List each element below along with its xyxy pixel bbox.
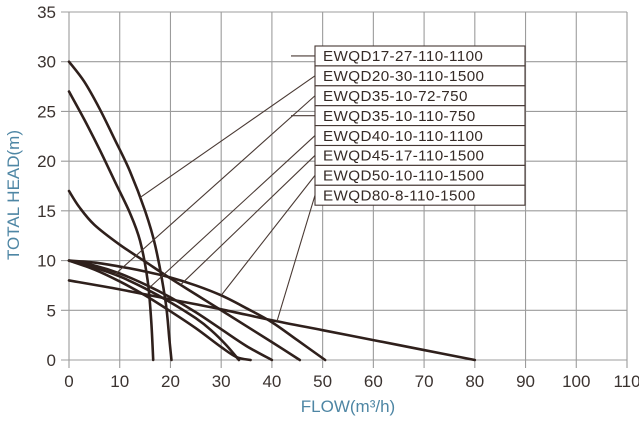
legend-row: EWQD45-17-110-1500 [314,144,526,166]
y-tick-label: 25 [37,102,56,121]
legend-row-label: EWQD17-27-110-1100 [323,48,483,65]
legend-row-box [314,184,526,206]
curve-EWQD45-17-110-1500 [67,189,302,362]
x-tick-label: 80 [465,372,484,391]
x-tick-label: 100 [562,372,590,391]
x-tick-label: 90 [516,372,535,391]
legend-row-label: EWQD35-10-72-750 [323,88,468,105]
legend-row: EWQD50-10-110-1500 [314,164,526,186]
y-tick-label: 0 [47,351,56,370]
leader-line-EWQD20-30-110-1500 [139,75,316,199]
x-tick-label: 20 [161,372,180,391]
legend-row-label: EWQD50-10-110-1500 [323,168,484,185]
x-tick-label: 30 [212,372,231,391]
x-tick-label: 10 [110,372,129,391]
y-axis-title: TOTAL HEAD(m) [4,130,23,260]
x-tick-label: 60 [364,372,383,391]
curve-EWQD17-27-110-1100 [67,90,155,362]
y-tick-label: 5 [47,301,56,320]
pump-curves [67,60,477,362]
y-tick-label: 15 [37,202,56,221]
legend-row-label: EWQD35-10-110-750 [323,108,476,125]
axis-tick-labels: 0 10 20 30 40 50 60 70 80 90 100 110 0 5 10 15 20 25 30 35 [37,3,639,391]
legend-row: EWQD20-30-110-1500 [314,65,526,87]
curve-EWQD40-10-110-1100 [67,259,274,362]
leader-line-EWQD35-10-72-750 [114,95,316,276]
leader-line-EWQD80-8-110-1500 [276,195,316,322]
legend-leader-lines [114,55,316,322]
leader-line-EWQD40-10-110-1100 [149,135,316,288]
curve-EWQD80-8-110-1500 [67,279,477,362]
x-axis-title: FLOW(m³/h) [301,397,395,416]
x-tick-label: 40 [262,372,281,391]
legend-row-label: EWQD40-10-110-1100 [323,128,483,145]
leader-line-EWQD50-10-110-1500 [220,175,316,296]
y-tick-label: 10 [37,252,56,271]
legend-row: EWQD17-27-110-1100 [314,45,526,67]
x-tick-label: 110 [613,372,639,391]
legend-row-label: EWQD45-17-110-1500 [323,148,484,165]
legend-row-label: EWQD80-8-110-1500 [323,188,476,205]
curve-EWQD20-30-110-1500 [67,60,173,362]
legend-boxes: EWQD17-27-110-1100 EWQD20-30-110-1500 EWQD… [314,45,526,206]
curve-EWQD35-10-110-750 [67,259,252,362]
legend-row: EWQD80-8-110-1500 [314,184,526,206]
y-tick-label: 30 [37,53,56,72]
x-tick-label: 70 [415,372,434,391]
x-tick-label: 50 [313,372,332,391]
legend-row: EWQD35-10-72-750 [314,85,526,107]
curve-EWQD35-10-72-750 [67,259,241,362]
y-tick-label: 20 [37,152,56,171]
leader-line-EWQD45-17-110-1500 [180,155,316,286]
y-tick-label: 35 [37,3,56,22]
legend-row: EWQD35-10-110-750 [314,105,526,127]
x-tick-label: 0 [64,372,73,391]
legend-row: EWQD40-10-110-1100 [314,125,526,147]
curve-EWQD50-10-110-1500 [67,259,327,362]
legend-row-label: EWQD20-30-110-1500 [323,68,484,85]
